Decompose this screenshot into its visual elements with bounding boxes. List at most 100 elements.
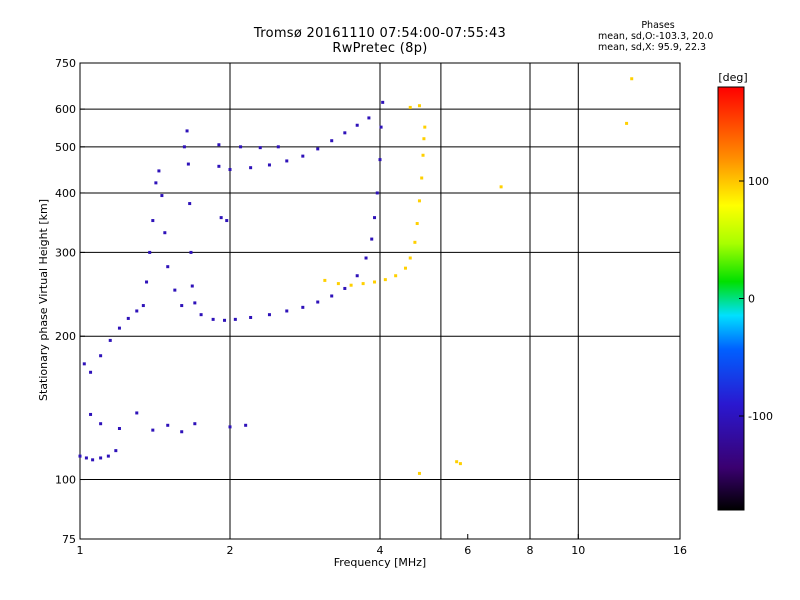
data-point-o: [233, 317, 237, 321]
data-point-x: [417, 199, 421, 203]
data-point-o: [267, 163, 271, 167]
data-point-x: [403, 266, 407, 270]
data-point-x: [499, 185, 503, 189]
data-point-o: [188, 202, 192, 206]
data-point-o: [316, 147, 320, 151]
data-point-o: [193, 301, 197, 305]
data-points: [78, 77, 634, 475]
data-point-o: [223, 318, 227, 322]
data-point-o: [330, 139, 334, 143]
data-point-x: [361, 282, 365, 286]
data-point-x: [422, 137, 426, 141]
colorbar-tick-label: -100: [748, 410, 773, 423]
data-point-o: [343, 131, 347, 135]
data-point-x: [423, 125, 427, 129]
x-tick-label: 1: [77, 544, 84, 557]
y-axis-label: Stationary phase Virtual Height [km]: [37, 199, 50, 401]
data-point-o: [89, 412, 93, 416]
data-point-x: [458, 462, 462, 466]
colorbar-label: [deg]: [718, 71, 747, 84]
phases-o-stats: mean, sd,O:-103.3, 20.0: [598, 31, 714, 42]
data-point-o: [193, 422, 197, 426]
data-point-x: [630, 77, 634, 81]
data-point-o: [157, 169, 161, 173]
y-tick-label: 600: [55, 103, 76, 116]
data-point-o: [166, 265, 170, 269]
data-point-o: [249, 315, 253, 319]
data-point-o: [78, 454, 82, 458]
data-point-x: [625, 121, 629, 125]
colorbar-tick-label: 100: [748, 175, 769, 188]
data-point-o: [190, 284, 194, 288]
data-point-o: [367, 116, 371, 120]
data-point-o: [166, 423, 170, 427]
x-tick-label: 6: [464, 544, 471, 557]
data-point-o: [151, 428, 155, 432]
data-point-o: [228, 168, 232, 172]
chart-title: Tromsø 20161110 07:54:00-07:55:43: [253, 26, 507, 41]
data-point-o: [239, 145, 243, 149]
data-point-o: [225, 219, 229, 223]
data-point-x: [417, 104, 421, 108]
data-point-o: [285, 159, 289, 163]
data-point-o: [163, 231, 167, 235]
data-point-o: [117, 326, 121, 330]
x-tick-label: 10: [571, 544, 585, 557]
data-point-x: [336, 282, 340, 286]
data-point-o: [135, 309, 139, 313]
y-axis-ticks: 75 100 200 300 400 500 600 750: [55, 57, 85, 546]
data-point-o: [373, 216, 377, 220]
data-point-o: [267, 313, 271, 317]
data-point-x: [455, 460, 459, 464]
data-point-x: [408, 256, 412, 260]
data-point-o: [108, 338, 112, 342]
phases-title: Phases: [641, 20, 675, 31]
data-point-o: [151, 219, 155, 223]
data-point-o: [182, 145, 186, 149]
data-point-o: [301, 305, 305, 309]
data-point-x: [394, 274, 398, 278]
phases-stats-box: Phases mean, sd,O:-103.3, 20.0 mean, sd,…: [598, 20, 718, 53]
data-point-o: [135, 411, 139, 415]
data-point-o: [99, 422, 103, 426]
data-point-x: [349, 283, 353, 287]
grid-lines: [80, 63, 680, 539]
data-point-x: [323, 278, 327, 282]
x-tick-label: 16: [673, 544, 687, 557]
data-point-o: [301, 154, 305, 158]
data-point-x: [413, 240, 417, 244]
data-point-o: [217, 143, 221, 147]
data-point-o: [145, 280, 149, 284]
y-tick-label: 75: [62, 533, 76, 546]
data-point-o: [375, 191, 379, 195]
data-point-o: [355, 274, 359, 278]
data-point-x: [417, 471, 421, 475]
data-point-o: [217, 164, 221, 168]
data-point-x: [408, 105, 412, 109]
chart-subtitle: RwPretec (8p): [332, 41, 428, 56]
x-axis-ticks: 1 2 4 6 8 10 16: [77, 534, 687, 557]
data-point-o: [199, 313, 203, 317]
data-point-o: [114, 449, 118, 453]
data-point-o: [89, 370, 93, 374]
data-point-o: [91, 458, 95, 462]
y-tick-label: 100: [55, 474, 76, 487]
data-point-o: [285, 309, 289, 313]
data-point-o: [228, 425, 232, 429]
data-point-o: [258, 146, 262, 150]
data-point-o: [106, 454, 110, 458]
data-point-o: [219, 216, 223, 220]
data-point-o: [343, 286, 347, 290]
data-point-x: [421, 153, 425, 157]
y-tick-label: 300: [55, 246, 76, 259]
y-tick-label: 500: [55, 141, 76, 154]
x-axis-label: Frequency [MHz]: [334, 556, 426, 569]
data-point-o: [141, 304, 145, 308]
data-point-o: [330, 294, 334, 298]
data-point-o: [316, 300, 320, 304]
data-point-o: [379, 125, 383, 129]
x-tick-label: 8: [527, 544, 534, 557]
data-point-o: [276, 145, 280, 149]
y-tick-label: 200: [55, 330, 76, 343]
